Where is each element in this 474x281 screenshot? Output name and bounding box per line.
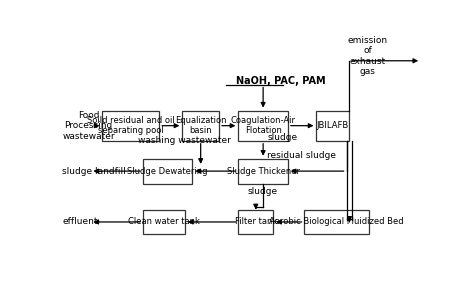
FancyBboxPatch shape — [304, 210, 369, 234]
Text: emission
of
exhaust
gas: emission of exhaust gas — [348, 36, 388, 76]
Text: Aerobic Biological Fluidized Bed: Aerobic Biological Fluidized Bed — [269, 217, 404, 226]
FancyBboxPatch shape — [143, 159, 192, 183]
Text: residual sludge: residual sludge — [267, 151, 336, 160]
Text: sludge: sludge — [268, 133, 298, 142]
Text: washing wastewater: washing wastewater — [138, 135, 230, 144]
FancyBboxPatch shape — [143, 210, 185, 234]
Text: Filter tank: Filter tank — [235, 217, 277, 226]
Text: Sludge Dewatering: Sludge Dewatering — [128, 167, 208, 176]
FancyBboxPatch shape — [182, 110, 219, 141]
Text: Soild residual and oil
separating pool: Soild residual and oil separating pool — [87, 116, 175, 135]
Text: sludge: sludge — [248, 187, 278, 196]
FancyBboxPatch shape — [238, 210, 273, 234]
FancyBboxPatch shape — [102, 110, 159, 141]
Text: JBILAFB: JBILAFB — [317, 121, 349, 130]
FancyBboxPatch shape — [238, 110, 288, 141]
Text: Food
Processing
wastewater: Food Processing wastewater — [62, 111, 115, 140]
Text: NaOH, PAC, PAM: NaOH, PAC, PAM — [236, 76, 325, 86]
Text: Clean water tank: Clean water tank — [128, 217, 200, 226]
FancyBboxPatch shape — [316, 110, 349, 141]
Text: Coagulation-Air
Flotation: Coagulation-Air Flotation — [231, 116, 296, 135]
Text: Sludge Thickener: Sludge Thickener — [227, 167, 300, 176]
Text: effluent: effluent — [62, 217, 98, 226]
Text: Equalization
basin: Equalization basin — [175, 116, 227, 135]
Text: sludge landfill: sludge landfill — [62, 167, 126, 176]
FancyBboxPatch shape — [238, 159, 288, 183]
